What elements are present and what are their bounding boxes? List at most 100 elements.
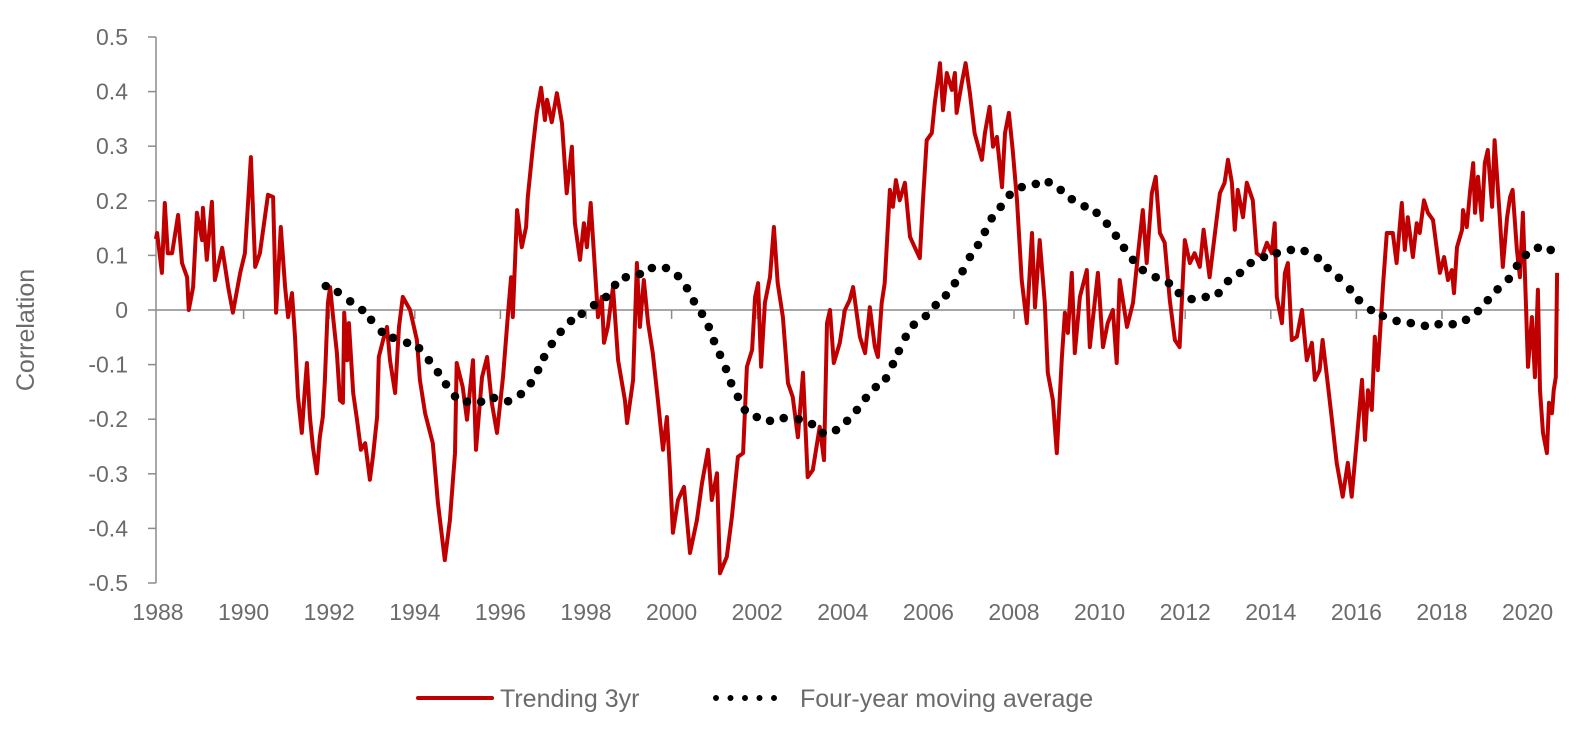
moving-average-point bbox=[1286, 245, 1296, 255]
moving-average-point bbox=[516, 389, 526, 399]
moving-average-point bbox=[779, 413, 788, 423]
moving-average-point bbox=[1300, 246, 1309, 256]
moving-average-point bbox=[1461, 315, 1471, 325]
moving-average-point bbox=[1119, 243, 1129, 253]
moving-average-point bbox=[1420, 321, 1430, 331]
x-tick-label: 2000 bbox=[646, 599, 697, 625]
moving-average-point bbox=[635, 269, 645, 279]
x-tick-label: 2010 bbox=[1074, 599, 1125, 625]
moving-average-point bbox=[1138, 265, 1148, 275]
moving-average-point bbox=[831, 425, 841, 435]
moving-average-point bbox=[894, 346, 904, 356]
y-tick-label: 0.5 bbox=[96, 24, 128, 50]
x-tick-label: 2014 bbox=[1245, 599, 1296, 625]
moving-average-point bbox=[1448, 319, 1457, 329]
moving-average-point bbox=[345, 297, 355, 306]
moving-average-point bbox=[715, 350, 725, 360]
moving-average-point bbox=[1044, 177, 1053, 187]
moving-average-point bbox=[818, 428, 827, 438]
moving-average-point bbox=[577, 309, 586, 319]
moving-average-point bbox=[807, 419, 817, 429]
moving-average-point bbox=[366, 315, 376, 325]
moving-average-point bbox=[1521, 250, 1531, 260]
moving-average-point bbox=[321, 281, 331, 291]
moving-average-point bbox=[1546, 245, 1555, 255]
moving-average-point bbox=[333, 287, 343, 297]
y-tick-label: 0.2 bbox=[96, 188, 128, 214]
moving-average-point bbox=[503, 396, 513, 406]
moving-average-point bbox=[733, 392, 743, 402]
moving-average-point bbox=[1128, 255, 1138, 265]
x-tick-label: 2002 bbox=[732, 599, 783, 625]
moving-average-point bbox=[697, 309, 707, 319]
moving-average-point bbox=[1174, 288, 1184, 298]
moving-average-point bbox=[1187, 294, 1196, 304]
x-tick-label: 1990 bbox=[218, 599, 269, 625]
moving-average-point bbox=[721, 364, 731, 374]
series-trending-3yr-line bbox=[153, 61, 1560, 576]
x-tick-label: 2006 bbox=[903, 599, 954, 625]
moving-average-point bbox=[1056, 185, 1065, 195]
x-tick-label: 2004 bbox=[817, 599, 868, 625]
moving-average-point bbox=[1223, 276, 1233, 286]
moving-average-point bbox=[1214, 288, 1223, 298]
moving-average-point bbox=[566, 316, 576, 326]
series-layer bbox=[153, 61, 1560, 576]
moving-average-point bbox=[950, 278, 960, 288]
moving-average-point bbox=[1483, 295, 1493, 305]
x-tick-label: 1994 bbox=[389, 599, 440, 625]
moving-average-point bbox=[388, 333, 398, 343]
moving-average-point bbox=[1259, 252, 1269, 262]
moving-average-point bbox=[1366, 305, 1376, 315]
y-axis-title: Correlation bbox=[12, 269, 40, 391]
x-tick-label: 1992 bbox=[304, 599, 355, 625]
moving-average-point bbox=[752, 412, 762, 422]
moving-average-point bbox=[1111, 231, 1121, 240]
moving-average-point bbox=[794, 414, 803, 424]
moving-average-point bbox=[1017, 182, 1026, 192]
moving-average-point bbox=[987, 214, 996, 223]
moving-average-point bbox=[661, 263, 671, 273]
moving-average-point bbox=[1354, 295, 1364, 305]
moving-average-point bbox=[704, 322, 714, 332]
moving-average-point bbox=[842, 416, 852, 426]
moving-average-point bbox=[526, 378, 536, 388]
x-tick-label: 2018 bbox=[1416, 599, 1467, 625]
x-tick-label: 2012 bbox=[1160, 599, 1211, 625]
moving-average-point bbox=[1235, 268, 1245, 278]
moving-average-point bbox=[533, 365, 543, 375]
moving-average-point bbox=[965, 252, 975, 262]
moving-average-point bbox=[852, 405, 862, 415]
moving-average-point bbox=[1151, 272, 1160, 282]
moving-average-point bbox=[357, 305, 367, 315]
y-tick-label: -0.1 bbox=[88, 352, 128, 378]
moving-average-point bbox=[1406, 318, 1416, 328]
moving-average-point bbox=[1504, 274, 1514, 284]
moving-average-point bbox=[539, 352, 549, 362]
moving-average-point bbox=[941, 291, 951, 300]
y-tick-label: -0.2 bbox=[88, 406, 128, 432]
y-tick-label: 0.1 bbox=[96, 242, 128, 268]
moving-average-point bbox=[958, 266, 967, 276]
moving-average-point bbox=[1473, 306, 1483, 316]
moving-average-point bbox=[1392, 316, 1401, 326]
moving-average-point bbox=[433, 367, 443, 377]
moving-average-point bbox=[871, 382, 881, 392]
y-tick-label: -0.3 bbox=[88, 461, 128, 487]
moving-average-point bbox=[1080, 202, 1089, 211]
y-axis: 0.5 0.4 0.3 0.2 0.1 0 -0.1 -0.2 -0.3 -0.4 -0.5 bbox=[88, 24, 157, 596]
moving-average-point bbox=[450, 392, 460, 401]
moving-average-point bbox=[1246, 258, 1255, 268]
moving-average-point bbox=[1164, 278, 1174, 288]
moving-average-point bbox=[973, 240, 983, 250]
moving-average-point bbox=[1067, 194, 1077, 204]
moving-average-point bbox=[1092, 208, 1101, 218]
moving-average-point bbox=[726, 378, 736, 388]
moving-average-point bbox=[1345, 285, 1355, 294]
moving-average-point bbox=[673, 271, 683, 281]
moving-average-point bbox=[1272, 248, 1282, 258]
moving-average-point bbox=[1102, 219, 1112, 228]
moving-average-point bbox=[621, 272, 631, 282]
moving-average-point bbox=[1005, 190, 1014, 200]
